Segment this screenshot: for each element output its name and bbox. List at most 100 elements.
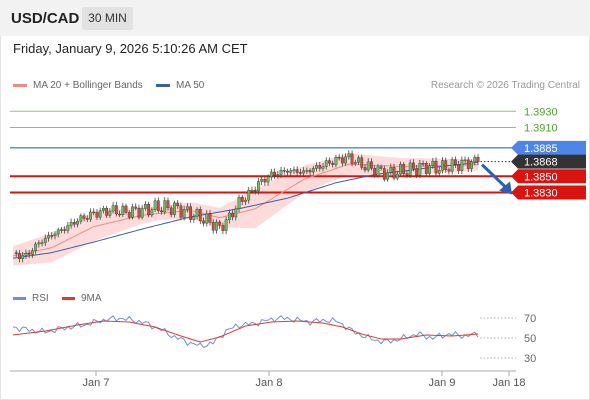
candle-body <box>466 159 470 169</box>
candle-body <box>169 207 173 215</box>
rsi-tick-50: 50 <box>524 333 536 345</box>
candle-body <box>111 205 115 212</box>
ma20-legend-label: MA 20 + Bollinger Bands <box>33 80 143 91</box>
candle-body <box>302 170 306 174</box>
candle-body <box>92 211 96 214</box>
candle-body <box>298 172 302 174</box>
candle-body <box>150 209 154 216</box>
candle-body <box>473 156 477 162</box>
candle-body <box>231 212 234 218</box>
candle-body <box>457 164 461 171</box>
candle-body <box>85 218 89 220</box>
candle-body <box>450 159 454 172</box>
candle-body <box>328 160 331 164</box>
candle-body <box>137 208 141 218</box>
candle-body <box>260 179 264 182</box>
candle-body <box>63 229 67 231</box>
candle-body <box>292 169 296 171</box>
candle-body <box>114 205 118 215</box>
candle-body <box>79 215 83 222</box>
candle-body <box>202 220 205 224</box>
candle-body <box>412 162 415 169</box>
candle-body <box>373 168 377 176</box>
candle-body <box>47 235 50 239</box>
candle-body <box>218 221 222 226</box>
candle-body <box>337 156 341 159</box>
rsi-tick-70: 70 <box>524 313 536 325</box>
candle-body <box>66 225 70 231</box>
candle-body <box>470 161 473 169</box>
legend-ma50: MA 50 <box>156 80 204 91</box>
candle-body <box>50 235 54 237</box>
candle-body <box>286 170 289 173</box>
legend-rsi: RSI <box>13 293 49 304</box>
candle-body <box>131 206 134 218</box>
candle-body <box>318 165 322 169</box>
candle-body <box>244 199 247 202</box>
candle-body <box>140 208 144 218</box>
level-tag-1-3830 <box>511 185 586 200</box>
candle-body <box>434 160 438 174</box>
candle-body <box>382 168 386 180</box>
candle-body <box>205 213 209 224</box>
ma50-legend-label: MA 50 <box>176 80 205 91</box>
candle-body <box>195 209 199 217</box>
candle-body <box>143 204 147 209</box>
candle-body <box>221 225 225 231</box>
candle-body <box>279 170 283 175</box>
candle-body <box>224 219 228 231</box>
candle-body <box>237 197 241 210</box>
candle-body <box>376 166 380 176</box>
candle-body <box>160 210 163 213</box>
candle-body <box>95 212 99 218</box>
candle-body <box>431 160 435 166</box>
candle-body <box>370 161 373 169</box>
research-credit: Research © 2026 Trading Central <box>430 80 580 91</box>
candle-body <box>295 169 299 173</box>
candle-body <box>386 172 389 180</box>
candle-body <box>269 171 273 178</box>
candle-body <box>344 156 348 164</box>
candle-body <box>392 167 396 179</box>
forecast-arrow-head <box>499 181 512 195</box>
candle-body <box>453 159 457 165</box>
candle-body <box>56 229 60 235</box>
candle-body <box>402 164 406 174</box>
level-label-1-3930: 1.3930 <box>524 106 558 118</box>
candle-body <box>257 181 260 192</box>
candle-body <box>357 157 360 163</box>
candle-body <box>437 170 441 174</box>
candle-body <box>227 212 231 221</box>
ma50-swatch <box>156 84 170 87</box>
level-label-1-3868: 1.3868 <box>524 157 558 169</box>
candle-body <box>147 204 151 216</box>
candle-body <box>282 170 286 172</box>
candle-body <box>105 207 109 216</box>
legend-9ma: 9MA <box>62 293 102 304</box>
candle-body <box>305 170 309 172</box>
candle-body <box>447 169 451 172</box>
candle-body <box>60 229 63 231</box>
candle-body <box>40 242 44 244</box>
candle-body <box>250 189 254 192</box>
candle-body <box>399 164 402 175</box>
candle-body <box>176 202 180 207</box>
candle-body <box>428 165 431 174</box>
candle-body <box>289 170 293 173</box>
candle-body <box>308 170 312 173</box>
level-tag-1-3885 <box>511 140 586 155</box>
candle-body <box>127 212 131 218</box>
candle-body <box>273 171 276 176</box>
candle-body <box>408 162 412 176</box>
candle-body <box>253 189 257 192</box>
candle-body <box>166 200 170 209</box>
candle-body <box>331 162 335 165</box>
x-tick-label: Jan 8 <box>256 377 283 389</box>
candle-body <box>340 157 344 164</box>
candle-body <box>441 160 444 171</box>
candle-body <box>27 253 31 255</box>
level-tag-1-3868 <box>511 154 586 169</box>
candle-body <box>69 222 73 226</box>
timeframe-badge[interactable]: 30 MIN <box>82 7 133 30</box>
